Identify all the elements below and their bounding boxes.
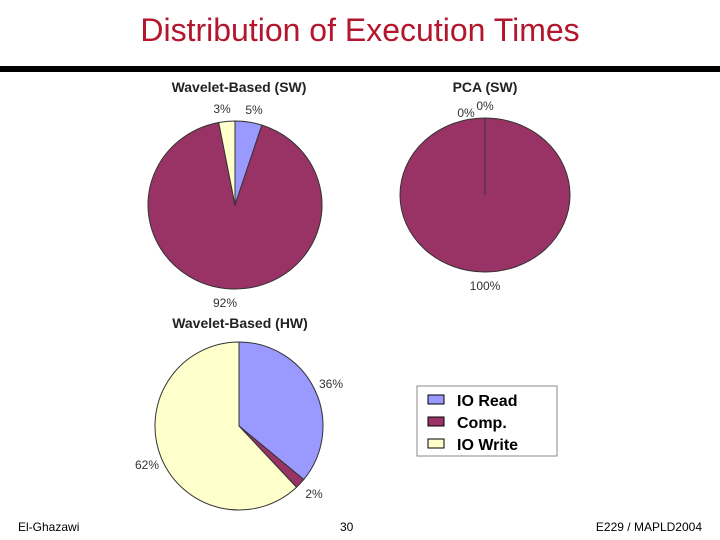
pie-slice-io-read bbox=[238, 341, 324, 481]
slice-label-io-write: 3% bbox=[213, 102, 231, 116]
title-divider bbox=[0, 66, 720, 72]
footer-page-number: 30 bbox=[340, 520, 354, 534]
legend: IO Read Comp. IO Write bbox=[416, 385, 558, 457]
legend-label-comp: Comp. bbox=[457, 415, 507, 432]
slice-label-io-write: 62% bbox=[135, 458, 159, 472]
slice-label-io-write: 0% bbox=[457, 106, 475, 120]
chart-title-wavelet-hw: Wavelet-Based (HW) bbox=[172, 315, 308, 331]
chart-title-wavelet-sw: Wavelet-Based (SW) bbox=[172, 79, 307, 95]
pie-slice-io-write bbox=[218, 120, 236, 206]
pie2-slices bbox=[154, 341, 324, 511]
slice-label-io-read: 5% bbox=[245, 103, 263, 117]
slice-label-io-read: 0% bbox=[476, 99, 494, 113]
legend-swatch-comp bbox=[427, 416, 445, 427]
pie-slice-io-write bbox=[154, 341, 298, 511]
legend-swatch-io-write bbox=[427, 438, 445, 449]
slice-label-comp: 2% bbox=[305, 487, 323, 501]
footer-author: El-Ghazawi bbox=[18, 520, 80, 534]
slice-label-comp: 100% bbox=[470, 279, 501, 293]
pie-chart-pca-sw: PCA (SW) 0% 0% 100% bbox=[399, 79, 571, 293]
slice-label-comp: 92% bbox=[213, 296, 237, 310]
legend-label-io-write: IO Write bbox=[457, 437, 518, 454]
footer-event: E229 / MAPLD2004 bbox=[595, 520, 702, 534]
pie1-slices bbox=[399, 117, 571, 273]
pie-slice-comp bbox=[147, 121, 323, 290]
pie-chart-wavelet-sw: Wavelet-Based (SW) 3% 5% 92% bbox=[147, 79, 323, 310]
slice-label-io-read: 36% bbox=[319, 377, 343, 391]
legend-swatch-io-read bbox=[427, 394, 445, 405]
slide-title: Distribution of Execution Times bbox=[140, 12, 580, 48]
pie0-slices bbox=[147, 120, 323, 290]
pie-chart-wavelet-hw: Wavelet-Based (HW) 36% 2% 62% bbox=[135, 315, 343, 511]
chart-title-pca-sw: PCA (SW) bbox=[453, 79, 518, 95]
legend-label-io-read: IO Read bbox=[457, 393, 517, 410]
